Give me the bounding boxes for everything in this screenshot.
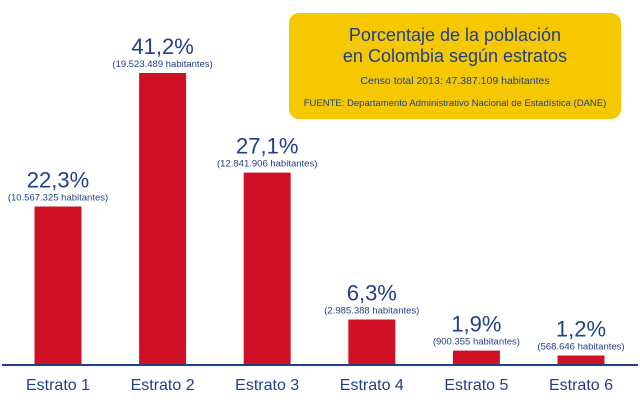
- bar-value-label-4: 6,3%: [347, 281, 397, 306]
- labels-layer: (10.567.325 habitantes)22,3% Estrato 1 (19…: [8, 34, 625, 394]
- bar-population-label-1: (10.567.325 habitantes): [8, 192, 108, 203]
- chart-source: FUENTE: Departamento Administrativo Naci…: [303, 98, 607, 109]
- bar-value-label-6: 1,2%: [556, 317, 606, 342]
- bar-5: [452, 350, 500, 364]
- bar-population-label-6: (568.646 habitantes): [537, 342, 624, 353]
- x-tick-label-4: Estrato 4: [340, 377, 404, 394]
- x-tick-label-5: Estrato 5: [444, 377, 508, 394]
- x-tick-label-2: Estrato 2: [131, 377, 195, 394]
- bar-population-label-5: (900.355 habitantes): [433, 337, 520, 348]
- bar-4: [348, 319, 396, 364]
- bar-population-label-2: (19.523.489 habitantes): [112, 59, 212, 70]
- chart-info-box: Porcentaje de la población en Colombia s…: [289, 13, 621, 119]
- bar-2: [139, 73, 187, 364]
- bar-population-label-3: (12.841.906 habitantes): [217, 159, 317, 170]
- bar-value-label-1: 22,3%: [27, 167, 89, 192]
- bar-value-label-3: 27,1%: [236, 134, 298, 159]
- bar-3: [243, 172, 291, 364]
- bar-value-label-2: 41,2%: [131, 34, 193, 59]
- x-tick-label-1: Estrato 1: [26, 377, 90, 394]
- bar-1: [34, 206, 82, 364]
- bar-value-label-5: 1,9%: [451, 312, 501, 337]
- chart-title: Porcentaje de la población en Colombia s…: [342, 25, 568, 66]
- x-tick-label-6: Estrato 6: [549, 377, 613, 394]
- chart-subtitle: Censo total 2013: 47.387.109 habitantes: [360, 75, 550, 87]
- bar-6: [557, 355, 605, 364]
- x-tick-label-3: Estrato 3: [235, 377, 299, 394]
- bars-layer: [34, 73, 605, 364]
- bar-population-label-4: (2.985.388 habitantes): [324, 306, 419, 317]
